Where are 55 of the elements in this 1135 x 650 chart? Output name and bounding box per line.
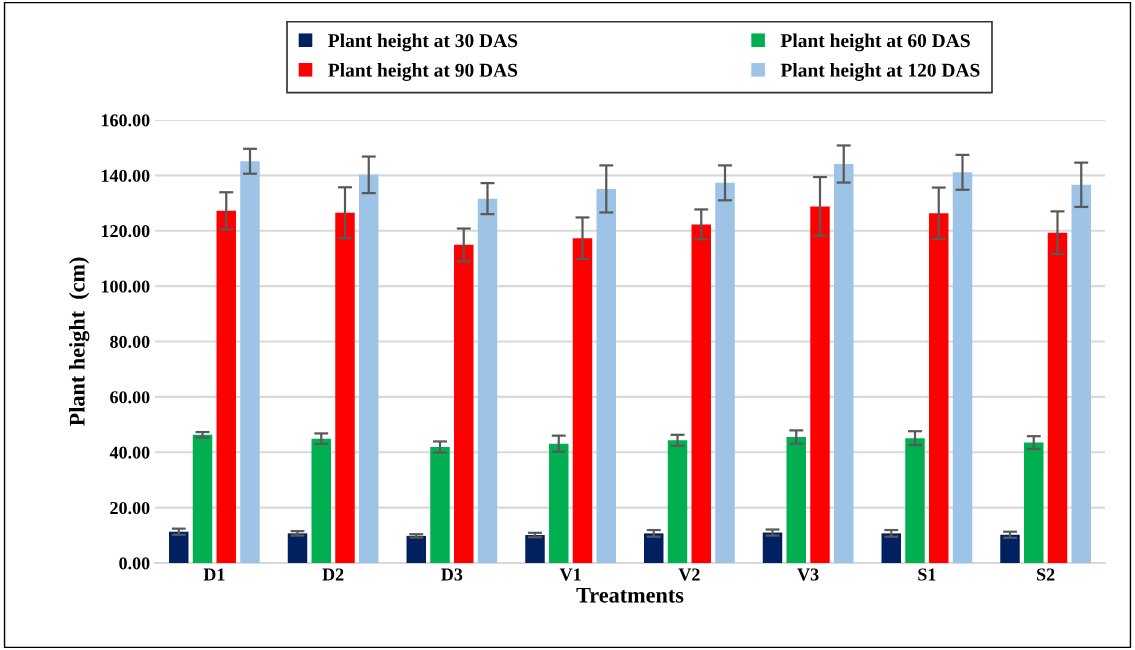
- x-tick-label: S1: [918, 568, 936, 581]
- bar: [762, 532, 783, 563]
- x-tick-label: S2: [1037, 568, 1055, 581]
- bar: [691, 224, 711, 563]
- y-tick-label: 0.00: [119, 557, 150, 570]
- bar: [834, 164, 854, 563]
- bar: [359, 174, 379, 563]
- y-tick-label: 100.00: [101, 280, 150, 293]
- y-tick-label: 120.00: [101, 225, 150, 238]
- bar: [881, 533, 901, 563]
- y-tick-label: 60.00: [110, 391, 150, 404]
- bar: [786, 437, 806, 563]
- bar: [644, 533, 664, 563]
- x-tick-label: V3: [797, 568, 819, 581]
- x-tick-label: V2: [678, 568, 700, 581]
- bar: [596, 188, 616, 563]
- bar: [572, 238, 593, 563]
- bar: [287, 533, 308, 563]
- legend-label: Plant height at 60 DAS: [780, 33, 970, 52]
- legend-label: Plant height at 30 DAS: [328, 33, 518, 52]
- bar: [667, 440, 688, 563]
- bar: [1024, 442, 1044, 563]
- bar: [952, 172, 973, 563]
- bar: [905, 438, 925, 563]
- bar: [810, 206, 830, 563]
- y-tick-label: 140.00: [101, 169, 150, 182]
- x-tick-label: V1: [559, 568, 581, 581]
- bar: [525, 535, 545, 563]
- bar: [477, 198, 498, 563]
- x-tick-label: D1: [203, 568, 225, 581]
- bar: [1047, 232, 1068, 563]
- y-tick-label: 80.00: [110, 335, 150, 349]
- x-tick-label: D3: [441, 568, 463, 581]
- bar: [406, 535, 426, 563]
- y-tick-label: 40.00: [109, 446, 150, 459]
- x-tick-label: D2: [322, 568, 344, 581]
- bar: [311, 438, 331, 563]
- legend-label: Plant height at 120 DAS: [780, 63, 980, 81]
- y-tick-label: 20.00: [110, 501, 150, 515]
- bar: [192, 434, 213, 563]
- bar: [549, 443, 569, 563]
- bar: [715, 182, 735, 563]
- y-tick-label: 160.00: [101, 114, 150, 127]
- bar: [335, 212, 355, 563]
- bar: [240, 161, 260, 563]
- x-axis-title: Treatments: [576, 587, 684, 603]
- bar: [454, 244, 474, 563]
- bar: [1071, 184, 1091, 563]
- bar: [430, 446, 450, 563]
- bar: [1000, 534, 1020, 563]
- y-axis-title: Plant height (cm): [69, 257, 90, 426]
- bar: [929, 213, 949, 563]
- bar: [216, 210, 236, 563]
- legend-label: Plant height at 90 DAS: [328, 63, 518, 81]
- bar: [169, 531, 189, 563]
